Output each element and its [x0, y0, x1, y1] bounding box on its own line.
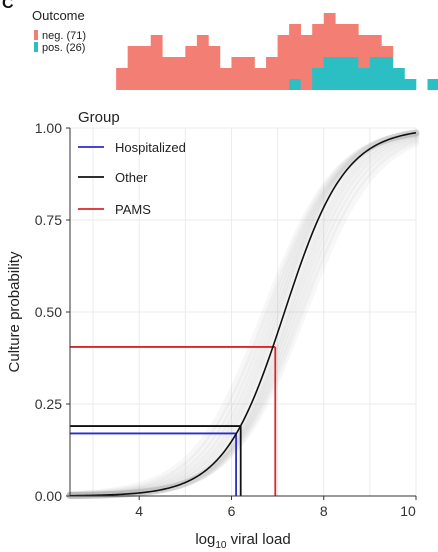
- histogram-bar-neg: [162, 57, 175, 90]
- x-ticks: 4 6 8 10: [135, 496, 417, 519]
- x-tick-label: 8: [320, 503, 328, 519]
- y-ticks: 0.00 0.25 0.50 0.75 1.00: [35, 120, 70, 504]
- legend-label-other: Other: [115, 170, 148, 185]
- histogram-bar-pos: [358, 68, 371, 90]
- group-legend-title: Group: [78, 109, 120, 126]
- y-tick-label: 1.00: [35, 120, 62, 136]
- legend-label-pams: PAMS: [115, 202, 151, 217]
- histogram-bar-neg: [243, 57, 255, 90]
- histogram-bar-pos: [289, 79, 301, 90]
- histogram-bar-neg: [231, 57, 244, 90]
- legend-label-hospitalized: Hospitalized: [115, 140, 186, 155]
- histogram-bar-neg: [346, 24, 359, 57]
- legend-swatch-neg: [34, 30, 38, 40]
- x-axis-title-rest: viral load: [226, 531, 290, 548]
- legend-swatch-pos: [34, 42, 38, 52]
- histogram-bar-neg: [127, 46, 140, 90]
- panel-letter: C: [2, 0, 14, 12]
- histogram-bar-neg: [139, 46, 152, 90]
- band-draw: [66, 129, 420, 499]
- plot-grid: [70, 127, 417, 497]
- histogram-bar-neg: [277, 35, 290, 90]
- fitted-curve: [69, 131, 417, 497]
- band-draw: [66, 129, 420, 499]
- band-draw: [66, 139, 420, 499]
- histogram-bar-neg: [358, 35, 371, 68]
- y-axis-title: Culture probability: [6, 251, 23, 372]
- reference-lines: [70, 346, 277, 496]
- histogram-bar-pos: [323, 57, 336, 90]
- histogram-bars: [116, 13, 438, 90]
- histogram-bar-pos: [346, 57, 359, 90]
- x-axis-title-sub: 10: [215, 540, 227, 551]
- x-axis-title-base: log: [195, 531, 215, 548]
- x-axis-title: log10 viral load: [195, 531, 290, 551]
- y-tick-label: 0.25: [35, 396, 62, 412]
- uncertainty-band: [66, 129, 420, 500]
- histogram-bar-neg: [266, 57, 278, 90]
- histogram-bar-pos: [312, 68, 325, 90]
- histogram-bar-neg: [150, 35, 163, 90]
- band-draw: [66, 129, 420, 499]
- histogram-bar-pos: [335, 57, 348, 90]
- histogram-bar-neg: [300, 35, 313, 90]
- histogram-bar-neg: [173, 57, 186, 90]
- legend-label-pos: pos. (26): [42, 42, 85, 54]
- histogram-bar-neg: [289, 24, 301, 79]
- x-tick-label: 4: [135, 503, 143, 519]
- legend-label-neg: neg. (71): [42, 30, 86, 42]
- band-draw: [66, 129, 420, 499]
- histogram-bar-neg: [208, 46, 221, 90]
- band-draw: [66, 129, 420, 498]
- x-tick-label: 10: [400, 503, 416, 519]
- y-tick-label: 0.75: [35, 212, 62, 228]
- histogram-bar-neg: [254, 68, 267, 90]
- histogram-bar-neg: [116, 68, 128, 90]
- histogram-bar-pos: [369, 57, 382, 90]
- histogram-bar-pos: [392, 68, 405, 90]
- x-tick-label: 6: [228, 503, 236, 519]
- histogram-bar-neg: [312, 24, 325, 68]
- histogram-bar-pos: [381, 57, 394, 90]
- histogram-legend: Outcome neg. (71) pos. (26): [32, 8, 86, 54]
- histogram-bar-neg: [335, 24, 348, 57]
- histogram-bar-neg: [185, 46, 198, 90]
- histogram-bar-neg: [369, 35, 382, 57]
- histogram-bar-pos: [427, 79, 438, 90]
- group-legend: Group Hospitalized Other PAMS: [78, 109, 186, 217]
- histogram-bar-pos: [404, 79, 417, 90]
- histogram-bar-neg: [219, 68, 232, 90]
- histogram-bar-neg: [196, 35, 209, 90]
- histogram-bar-neg: [323, 13, 336, 57]
- histogram-bar-neg: [381, 46, 394, 57]
- histogram-legend-title: Outcome: [32, 8, 85, 23]
- y-tick-label: 0.50: [35, 304, 62, 320]
- y-tick-label: 0.00: [35, 488, 62, 504]
